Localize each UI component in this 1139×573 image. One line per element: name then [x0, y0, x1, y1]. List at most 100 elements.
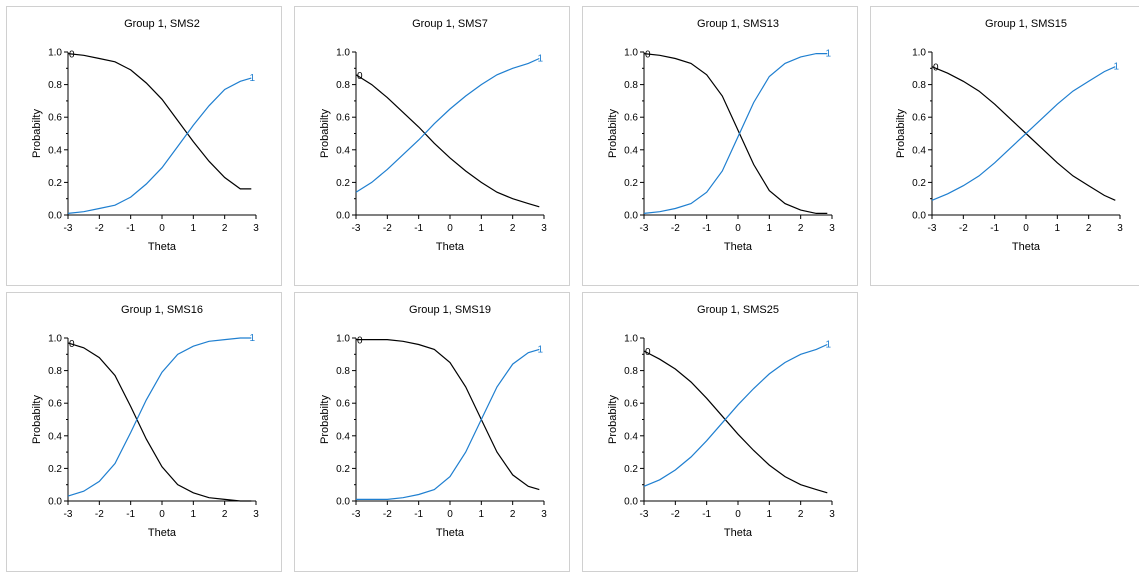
chart-title: Group 1, SMS25	[697, 304, 779, 316]
chart-panel-7: Group 1, SMS25 0.0 0.2 0.4 0.6 0.8 1.0 -3 -2 -1 0 1…	[582, 292, 858, 572]
series-line-0	[67, 53, 252, 190]
x-tick-label: 0	[735, 223, 741, 234]
x-tick-label: 2	[222, 509, 228, 520]
chart-panel-3: Group 1, SMS13 0.0 0.2 0.4 0.6 0.8 1.0 -3 -2 -1 0 1…	[582, 6, 858, 286]
series-line-0	[67, 342, 252, 502]
x-tick-label: 1	[1055, 223, 1061, 234]
y-tick-label: 0.4	[336, 431, 350, 442]
y-tick-label: 0.4	[336, 145, 350, 156]
x-axis-label: Theta	[1012, 241, 1041, 253]
x-tick-label: 2	[1086, 223, 1092, 234]
y-axis-label: Probabilty	[31, 395, 43, 444]
x-axis-label: Theta	[724, 241, 753, 253]
series-line-1	[356, 348, 540, 500]
x-tick-label: -3	[640, 509, 649, 520]
series-label-1: 1	[826, 340, 832, 351]
x-tick-label: -3	[352, 223, 361, 234]
x-tick-label: 2	[798, 509, 804, 520]
x-tick-label: 3	[253, 223, 259, 234]
chart-title: Group 1, SMS15	[985, 18, 1067, 30]
x-tick-label: 2	[222, 223, 228, 234]
x-tick-label: -1	[126, 509, 135, 520]
series-line-1	[67, 77, 252, 214]
y-tick-label: 0.6	[624, 399, 638, 410]
series-label-1: 1	[250, 333, 256, 344]
y-tick-label: 0.4	[624, 145, 638, 156]
x-tick-label: -2	[95, 509, 104, 520]
x-tick-label: -2	[671, 223, 680, 234]
series-label-1: 1	[250, 73, 256, 84]
chart-svg: Group 1, SMS16 0.0 0.2 0.4 0.6 0.8 1.0 -3 -2 -1 0 1…	[31, 304, 259, 539]
series-line-0	[931, 66, 1116, 201]
series-label-0: 0	[69, 50, 75, 61]
y-axis-label: Probabilty	[319, 109, 331, 158]
x-tick-label: -2	[959, 223, 968, 234]
x-tick-label: -1	[990, 223, 999, 234]
chart-panel-6: Group 1, SMS19 0.0 0.2 0.4 0.6 0.8 1.0 -3 -2 -1 0 1…	[294, 292, 570, 572]
y-tick-label: 0.0	[912, 211, 926, 222]
y-tick-label: 1.0	[912, 48, 926, 59]
series-label-0: 0	[933, 63, 939, 74]
y-tick-label: 0.6	[48, 113, 62, 124]
x-tick-label: -2	[383, 509, 392, 520]
y-tick-label: 0.8	[336, 80, 350, 91]
series-label-0: 0	[69, 339, 75, 350]
x-axis-label: Theta	[148, 527, 177, 539]
x-tick-label: 3	[1117, 223, 1123, 234]
y-tick-label: 0.0	[336, 497, 350, 508]
chart-panel-2: Group 1, SMS7 0.0 0.2 0.4 0.6 0.8 1.0 -3 -2 -1 0 1 2…	[294, 6, 570, 286]
y-tick-label: 0.4	[48, 431, 62, 442]
x-tick-label: -1	[414, 509, 423, 520]
x-tick-label: 3	[253, 509, 259, 520]
y-tick-label: 0.2	[48, 178, 62, 189]
chart-title: Group 1, SMS7	[412, 18, 488, 30]
y-tick-label: 1.0	[624, 48, 638, 59]
x-tick-label: -1	[126, 223, 135, 234]
x-tick-label: 0	[1023, 223, 1029, 234]
x-tick-label: 0	[447, 509, 453, 520]
y-tick-label: 1.0	[48, 48, 62, 59]
x-tick-label: -1	[702, 223, 711, 234]
x-tick-label: -1	[702, 509, 711, 520]
series-line-0	[356, 338, 540, 491]
y-tick-label: 1.0	[336, 48, 350, 59]
x-tick-label: 1	[479, 223, 485, 234]
chart-panel-5: Group 1, SMS16 0.0 0.2 0.4 0.6 0.8 1.0 -3 -2 -1 0 1…	[6, 292, 282, 572]
chart-svg: Group 1, SMS2 0.0 0.2 0.4 0.6 0.8 1.0 -3 -2 -1 0 1 2…	[31, 18, 259, 253]
chart-svg: Group 1, SMS25 0.0 0.2 0.4 0.6 0.8 1.0 -3 -2 -1 0 1…	[607, 304, 835, 539]
series-label-0: 0	[357, 336, 363, 347]
x-tick-label: 1	[479, 509, 485, 520]
y-tick-label: 1.0	[336, 334, 350, 345]
chart-panel-4: Group 1, SMS15 0.0 0.2 0.4 0.6 0.8 1.0 -3 -2 -1 0 1…	[870, 6, 1139, 286]
chart-svg: Group 1, SMS13 0.0 0.2 0.4 0.6 0.8 1.0 -3 -2 -1 0 1…	[607, 18, 835, 253]
y-tick-label: 0.6	[912, 113, 926, 124]
y-tick-label: 0.0	[624, 211, 638, 222]
y-tick-label: 0.6	[48, 399, 62, 410]
chart-title: Group 1, SMS13	[697, 18, 779, 30]
series-line-1	[643, 52, 828, 214]
x-tick-label: -2	[671, 509, 680, 520]
series-line-1	[67, 337, 252, 497]
y-tick-label: 0.4	[624, 431, 638, 442]
y-tick-label: 0.0	[624, 497, 638, 508]
x-tick-label: -3	[640, 223, 649, 234]
chart-title: Group 1, SMS16	[121, 304, 203, 316]
y-tick-label: 0.2	[336, 178, 350, 189]
x-tick-label: 0	[447, 223, 453, 234]
y-tick-label: 0.6	[624, 113, 638, 124]
series-label-0: 0	[645, 50, 651, 61]
x-tick-label: 2	[510, 223, 516, 234]
x-tick-label: 2	[510, 509, 516, 520]
x-tick-label: -3	[64, 509, 73, 520]
series-label-1: 1	[538, 54, 544, 65]
y-tick-label: 0.8	[624, 366, 638, 377]
y-tick-label: 0.8	[48, 80, 62, 91]
series-line-0	[643, 350, 828, 494]
x-axis-label: Theta	[148, 241, 177, 253]
series-label-1: 1	[538, 344, 544, 355]
series-line-0	[643, 53, 828, 214]
x-tick-label: 3	[829, 509, 835, 520]
x-axis-label: Theta	[436, 241, 465, 253]
x-tick-label: 2	[798, 223, 804, 234]
chart-title: Group 1, SMS19	[409, 304, 491, 316]
